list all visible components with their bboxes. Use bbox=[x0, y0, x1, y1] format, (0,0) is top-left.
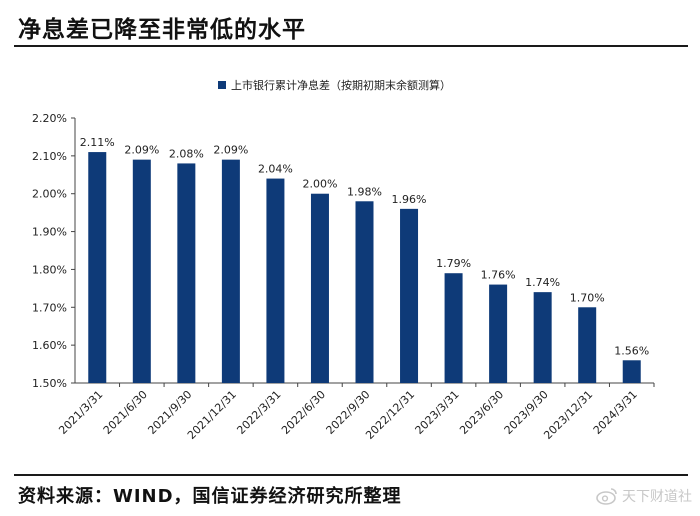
title-divider bbox=[14, 45, 688, 47]
y-tick-label: 1.80% bbox=[32, 263, 67, 276]
bar bbox=[88, 152, 107, 383]
data-label: 1.79% bbox=[436, 257, 471, 270]
data-label: 2.09% bbox=[213, 144, 248, 157]
chart-legend: 上市银行累计净息差（按期初期末余额测算） bbox=[218, 78, 451, 92]
bar bbox=[533, 292, 552, 383]
bar bbox=[310, 193, 329, 383]
data-label: 1.70% bbox=[570, 291, 605, 304]
bar bbox=[578, 307, 597, 383]
x-tick-label: 2021/6/30 bbox=[101, 388, 150, 437]
y-tick-label: 1.70% bbox=[32, 301, 67, 314]
bar bbox=[355, 201, 374, 383]
bar bbox=[266, 178, 285, 383]
bar bbox=[622, 360, 641, 383]
source-note: 资料来源：WIND，国信证券经济研究所整理 bbox=[18, 486, 402, 507]
bar bbox=[132, 159, 151, 383]
bar bbox=[489, 284, 508, 383]
bar bbox=[444, 273, 463, 383]
data-label: 1.76% bbox=[481, 269, 516, 282]
legend-swatch bbox=[218, 81, 226, 89]
y-tick-label: 2.10% bbox=[32, 150, 67, 163]
y-tick-label: 2.00% bbox=[32, 188, 67, 201]
x-tick-label: 2023/6/30 bbox=[457, 388, 506, 437]
x-tick-label: 2021/3/31 bbox=[56, 388, 105, 437]
watermark: 天下财道社 bbox=[596, 486, 692, 506]
bar bbox=[221, 159, 240, 383]
data-label: 1.74% bbox=[525, 276, 560, 289]
data-label: 2.00% bbox=[302, 178, 337, 191]
watermark-text: 天下财道社 bbox=[622, 489, 692, 505]
x-tick-label: 2022/3/31 bbox=[234, 388, 283, 437]
x-axis-ticks: 2021/3/312021/6/302021/9/302021/12/31202… bbox=[56, 383, 655, 442]
data-label: 2.08% bbox=[169, 147, 204, 160]
weibo-icon bbox=[596, 487, 618, 505]
data-label: 2.09% bbox=[124, 144, 159, 157]
page-title: 净息差已降至非常低的水平 bbox=[18, 17, 306, 43]
data-label: 1.96% bbox=[392, 193, 427, 206]
y-tick-label: 1.90% bbox=[32, 226, 67, 239]
data-label: 1.56% bbox=[614, 344, 649, 357]
y-tick-label: 1.60% bbox=[32, 339, 67, 352]
data-label: 2.04% bbox=[258, 163, 293, 176]
legend-label: 上市银行累计净息差（按期初期末余额测算） bbox=[231, 78, 451, 92]
x-tick-label: 2024/3/31 bbox=[591, 388, 640, 437]
x-tick-label: 2022/6/30 bbox=[279, 388, 328, 437]
bar-chart: 上市银行累计净息差（按期初期末余额测算） 2.20% 2.10% 2.00% 1.90… bbox=[32, 78, 655, 442]
bar bbox=[400, 208, 419, 383]
y-tick-label: 2.20% bbox=[32, 112, 67, 125]
data-labels: 2.11% 2.09% 2.08% 2.09% 2.04% 2.00% 1.98% 1.96%… bbox=[80, 136, 649, 357]
bar bbox=[177, 163, 196, 383]
y-axis-ticks: 2.20% 2.10% 2.00% 1.90% 1.80% 1.70% 1.60% 1.50% bbox=[32, 112, 75, 390]
bar-series bbox=[88, 152, 641, 383]
footer-divider bbox=[14, 474, 688, 476]
x-tick-label: 2023/3/31 bbox=[413, 388, 462, 437]
y-tick-label: 1.50% bbox=[32, 377, 67, 390]
data-label: 1.98% bbox=[347, 185, 382, 198]
data-label: 2.11% bbox=[80, 136, 115, 149]
